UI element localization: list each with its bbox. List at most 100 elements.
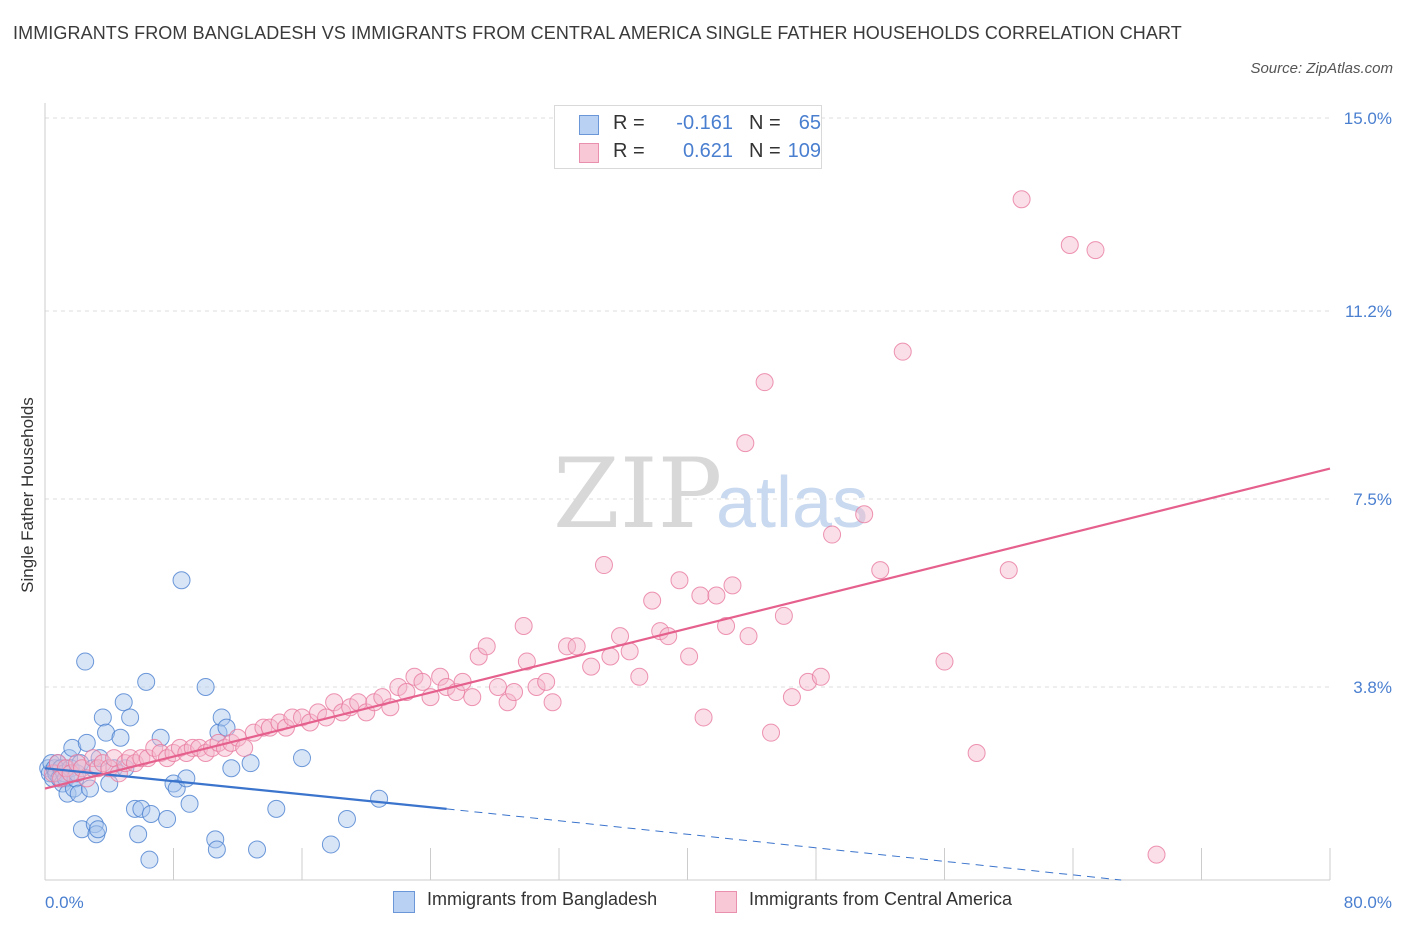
trend-lines	[44, 467, 1331, 881]
legend-r-label: R =	[613, 112, 645, 134]
point-bangladesh	[167, 779, 186, 798]
legend-r-value: -0.161	[676, 112, 733, 134]
point-central-america	[611, 627, 630, 646]
point-central-america	[1060, 236, 1079, 254]
point-central-america	[811, 667, 830, 686]
point-central-america	[543, 693, 562, 712]
point-bangladesh	[337, 810, 356, 829]
point-bangladesh	[370, 789, 389, 808]
point-central-america	[707, 586, 726, 605]
trend-line-central-america	[44, 467, 1331, 790]
point-bangladesh	[248, 840, 267, 859]
point-bangladesh	[172, 571, 191, 590]
correlation-legend: R = -0.161 N = 65 R = 0.621 N = 109	[554, 105, 822, 169]
legend-label: Immigrants from Bangladesh	[427, 889, 658, 909]
legend-r-label: R =	[613, 140, 645, 162]
point-central-america	[659, 627, 678, 646]
point-central-america	[1147, 845, 1166, 864]
point-central-america	[558, 637, 577, 656]
point-central-america	[967, 744, 986, 762]
legend-n-label: N =	[749, 112, 781, 134]
point-central-america	[694, 708, 713, 727]
point-bangladesh	[241, 754, 260, 773]
y-tick-labels: 3.8% 7.5% 11.2% 15.0%	[1344, 109, 1392, 697]
point-central-america	[527, 677, 546, 696]
point-central-america	[431, 667, 450, 686]
legend-n-value: 109	[787, 140, 821, 162]
point-central-america	[774, 606, 793, 625]
point-bangladesh	[222, 759, 241, 778]
point-bangladesh	[196, 677, 215, 696]
point-central-america	[782, 688, 801, 707]
point-central-america	[397, 683, 416, 702]
point-bangladesh	[80, 779, 99, 798]
point-bangladesh	[140, 850, 159, 869]
point-central-america	[132, 749, 151, 768]
point-central-america	[56, 759, 75, 778]
point-central-america	[643, 591, 662, 610]
point-bangladesh	[158, 810, 177, 829]
y-tick-label: 7.5%	[1353, 490, 1392, 509]
point-central-america	[739, 627, 758, 646]
point-bangladesh	[137, 672, 156, 691]
point-central-america	[594, 556, 613, 575]
point-bangladesh	[89, 820, 108, 839]
chart-title: IMMIGRANTS FROM BANGLADESH VS IMMIGRANTS…	[13, 23, 1182, 43]
point-bangladesh	[69, 784, 88, 803]
point-central-america	[1086, 241, 1105, 260]
point-central-america	[235, 738, 254, 757]
point-bangladesh	[121, 708, 140, 727]
point-central-america	[871, 561, 890, 580]
point-central-america	[453, 672, 472, 691]
point-central-america	[488, 677, 507, 696]
trend-line-bangladesh	[44, 767, 447, 810]
legend-r-value: 0.621	[682, 140, 733, 162]
point-central-america	[855, 505, 874, 524]
point-bangladesh	[93, 708, 112, 727]
point-bangladesh	[177, 769, 196, 788]
point-central-america	[498, 693, 517, 712]
point-central-america	[517, 652, 536, 671]
point-central-america	[537, 672, 556, 691]
point-bangladesh	[129, 825, 148, 844]
point-central-america	[691, 586, 710, 605]
point-bangladesh	[321, 835, 340, 854]
legend-n-label: N =	[749, 140, 781, 162]
point-central-america	[582, 657, 601, 676]
point-bangladesh	[142, 804, 161, 823]
point-central-america	[762, 723, 781, 742]
point-bangladesh	[267, 799, 286, 818]
legend-swatch-pink	[715, 891, 737, 913]
point-central-america	[823, 525, 842, 544]
axes	[44, 103, 1331, 881]
source-credit: Source: ZipAtlas.com	[1250, 60, 1393, 77]
point-central-america	[736, 434, 755, 453]
point-central-america	[505, 683, 524, 702]
point-bangladesh	[77, 733, 96, 752]
y-tick-label: 11.2%	[1345, 302, 1392, 321]
point-bangladesh	[151, 728, 170, 747]
point-bangladesh	[180, 794, 199, 813]
point-central-america	[723, 576, 742, 595]
y-tick-label: 15.0%	[1344, 109, 1392, 128]
point-bangladesh	[293, 749, 311, 768]
watermark-zip: ZIP	[553, 438, 722, 550]
y-tick-label: 3.8%	[1353, 678, 1392, 697]
point-central-america	[999, 561, 1018, 580]
legend-swatch-pink	[579, 143, 599, 163]
grid-lines	[45, 117, 1330, 688]
point-central-america	[601, 647, 620, 666]
point-central-america	[413, 672, 432, 691]
point-central-america	[935, 652, 954, 671]
point-central-america	[477, 637, 496, 656]
trend-line-bangladesh-extension	[446, 808, 1122, 881]
point-central-america	[755, 373, 774, 392]
point-bangladesh	[212, 708, 231, 727]
legend-label: Immigrants from Central America	[749, 889, 1013, 909]
watermark-atlas: atlas	[716, 463, 868, 543]
point-central-america	[630, 667, 649, 686]
point-central-america	[567, 637, 586, 656]
legend-n-value: 65	[798, 112, 821, 134]
x-tick-label: 0.0%	[45, 893, 84, 912]
